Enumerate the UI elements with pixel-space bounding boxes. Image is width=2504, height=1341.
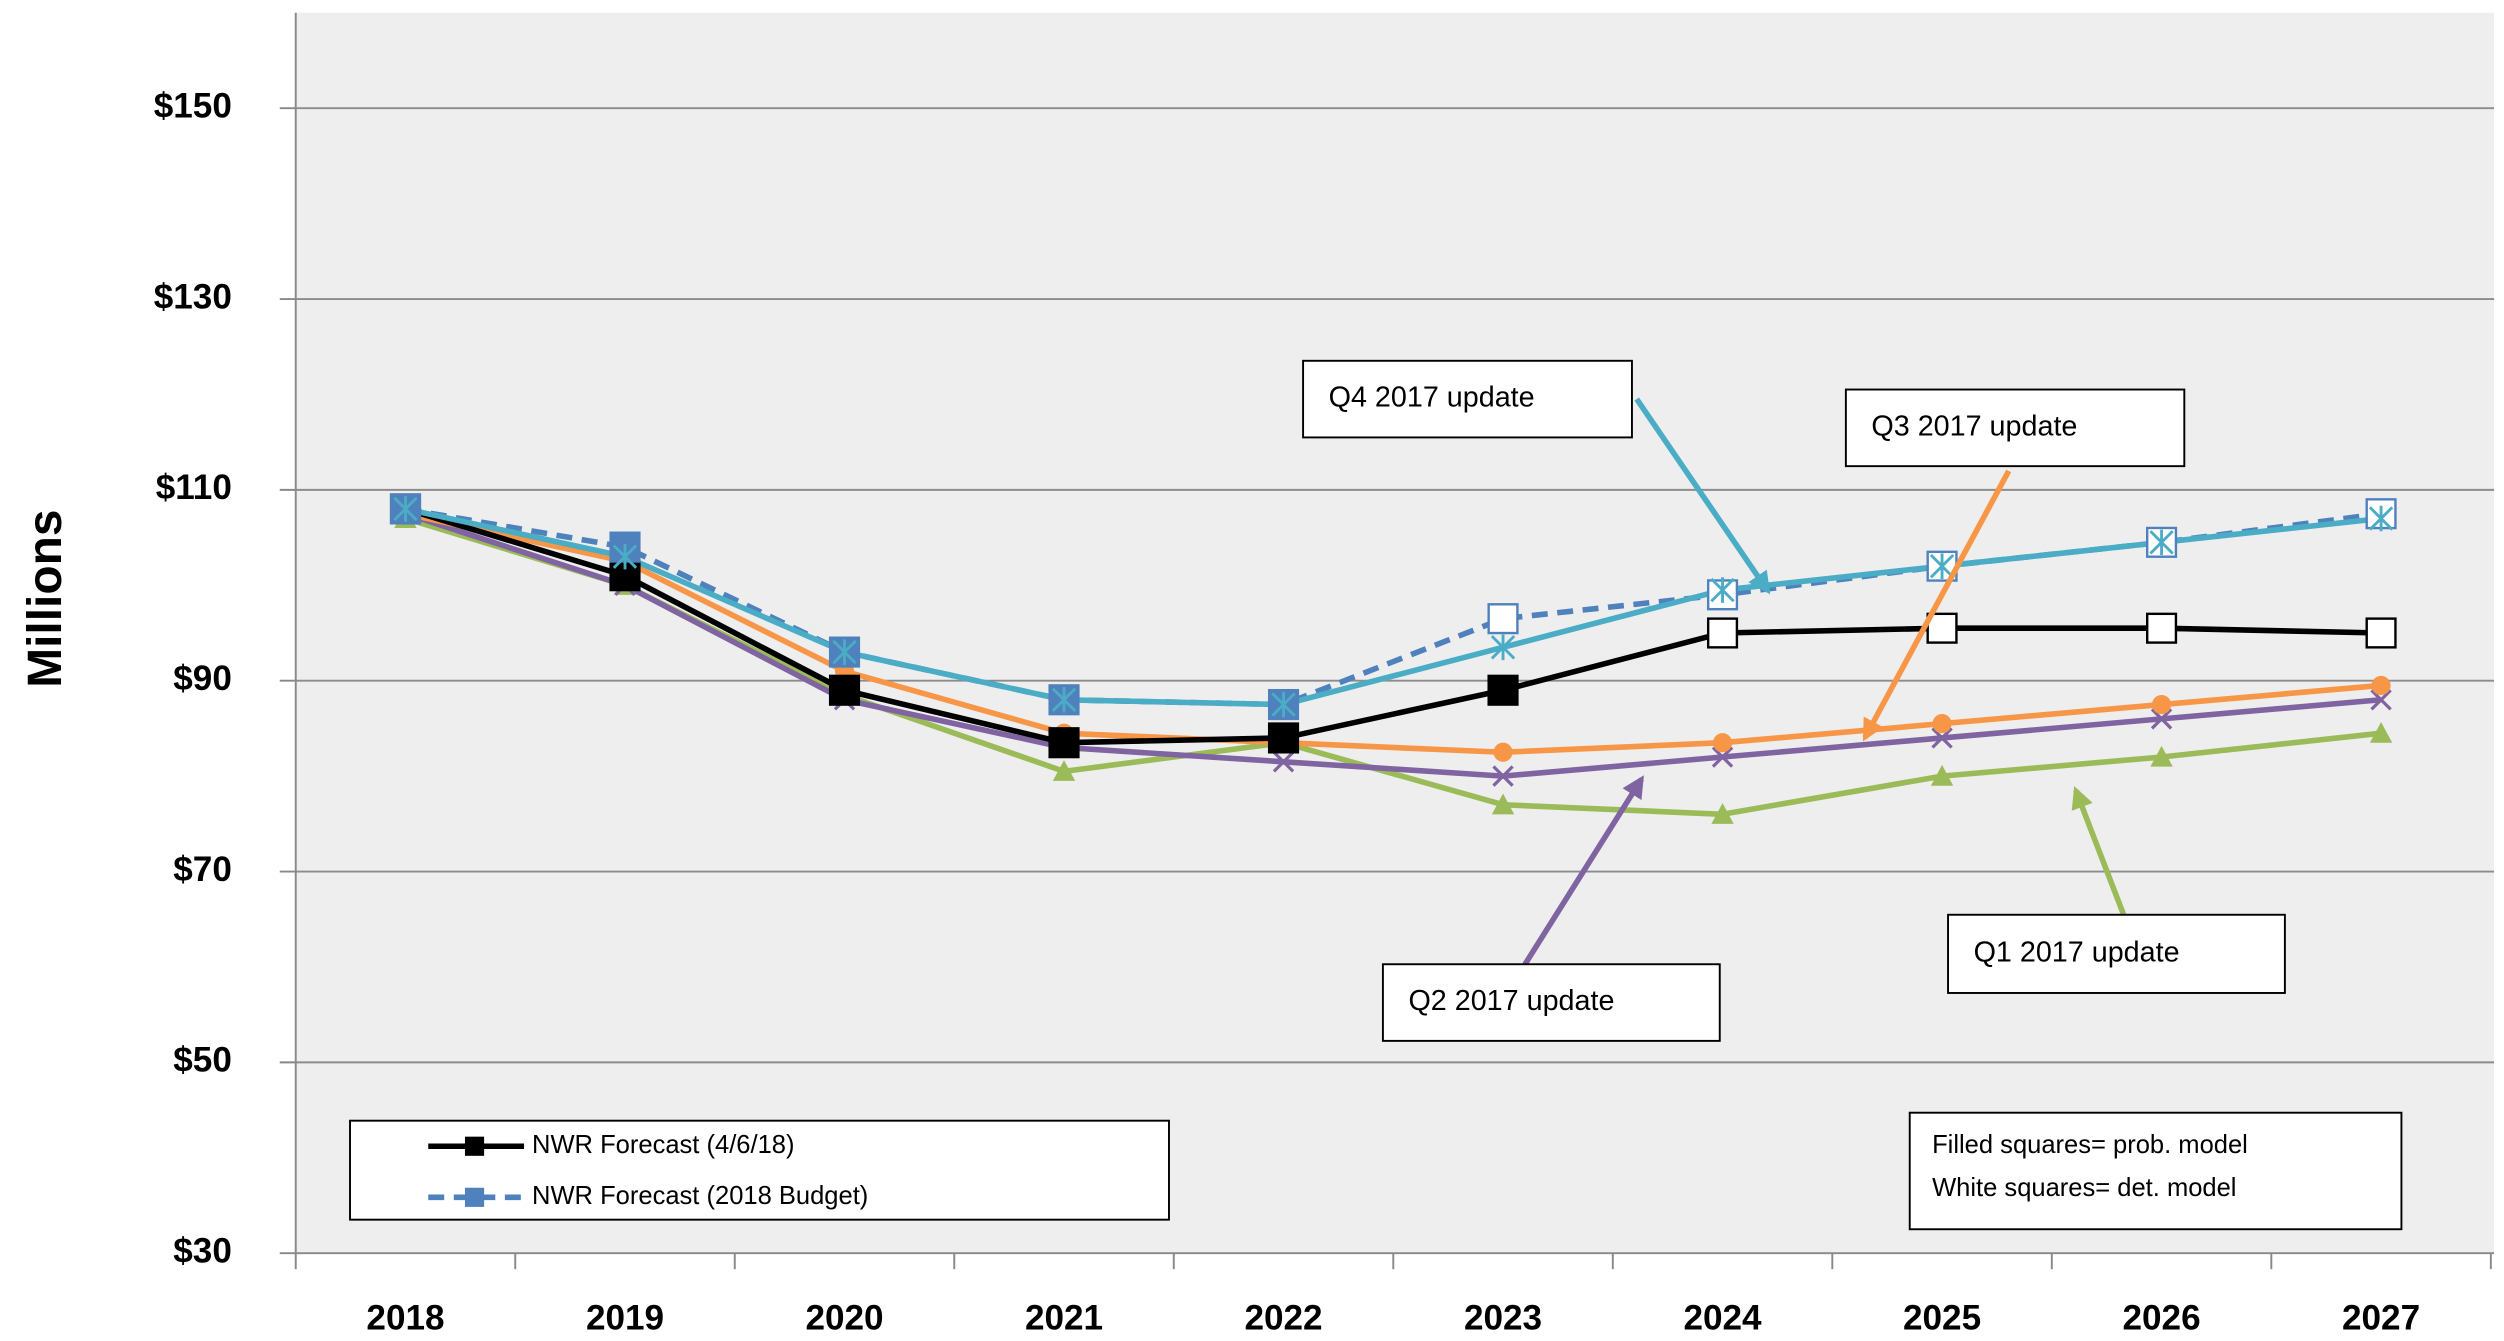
marker	[393, 496, 418, 522]
callout-label: Q1 2017 update	[1974, 936, 2180, 968]
callout-label: Q3 2017 update	[1871, 410, 2077, 442]
marker	[1271, 691, 1296, 718]
marker	[2365, 617, 2397, 649]
x-tick-label: 2022	[1244, 1299, 1322, 1338]
marker	[2371, 675, 2391, 696]
marker	[612, 543, 638, 570]
x-tick-label: 2019	[586, 1299, 664, 1338]
marker	[1929, 553, 1955, 579]
x-tick-label: 2024	[1683, 1299, 1762, 1338]
plot-area	[295, 12, 2495, 1254]
marker	[1267, 722, 1300, 754]
marker	[1931, 727, 1953, 749]
legend-marker	[464, 1136, 485, 1156]
marker	[1487, 603, 1519, 635]
series-line	[404, 511, 2382, 779]
marker	[2150, 708, 2173, 730]
x-tick-label: 2025	[1903, 1299, 1981, 1338]
marker	[2151, 694, 2172, 715]
x-tick-label: 2027	[2342, 1299, 2420, 1338]
marker	[1711, 746, 1734, 768]
marker	[1487, 674, 1519, 706]
marker	[1932, 714, 1952, 734]
series-line	[404, 506, 2382, 708]
callout-box	[1302, 359, 1633, 439]
marker	[2368, 505, 2394, 532]
marker	[1711, 803, 1734, 824]
marker	[1051, 687, 1077, 713]
marker	[2370, 689, 2392, 711]
callout-box	[1381, 963, 1721, 1042]
marker	[1048, 727, 1080, 759]
callout-arrow	[2071, 786, 2127, 916]
callout-label: Q2 2017 update	[1408, 985, 1614, 1017]
legend-label: NWR Forecast (4/6/18)	[532, 1131, 794, 1159]
y-tick-label: $30	[173, 1231, 232, 1270]
marker	[1493, 742, 1513, 762]
callout-arrow	[1862, 469, 2012, 742]
marker	[1272, 751, 1295, 773]
note-text: White squares= det. model	[1932, 1174, 2236, 1202]
x-tick-label: 2021	[1025, 1299, 1103, 1338]
series-line	[404, 510, 2382, 756]
marker	[1490, 634, 1516, 661]
legend-box	[349, 1119, 1170, 1221]
marker	[2149, 529, 2174, 556]
y-tick-label: $130	[154, 277, 232, 316]
y-axis-label: Millions	[19, 510, 72, 688]
marker	[1710, 577, 1735, 603]
y-tick-label: $90	[173, 659, 232, 698]
marker	[1712, 733, 1733, 753]
marker	[1492, 765, 1514, 787]
marker	[1926, 612, 1958, 644]
callout-box	[1947, 913, 2286, 994]
marker	[1052, 760, 1076, 781]
callout-arrow	[1634, 397, 1771, 595]
y-tick-label: $50	[173, 1041, 232, 1080]
marker	[1491, 793, 1515, 815]
y-tick-label: $150	[154, 86, 232, 125]
y-tick-label: $110	[156, 468, 232, 507]
x-tick-label: 2018	[366, 1299, 444, 1338]
x-tick-label: 2026	[2123, 1299, 2201, 1338]
marker	[828, 674, 861, 706]
x-tick-label: 2020	[805, 1299, 883, 1338]
legend-label: NWR Forecast (2018 Budget)	[532, 1182, 868, 1210]
note-text: Filled squares= prob. model	[1932, 1131, 2248, 1159]
marker	[2150, 745, 2173, 767]
y-tick-label: $70	[173, 850, 232, 889]
legend-marker	[464, 1187, 485, 1207]
marker	[1930, 764, 1954, 786]
callout-arrow	[1522, 775, 1644, 966]
marker	[2146, 612, 2178, 644]
series-line	[404, 506, 2382, 746]
marker	[1706, 617, 1739, 649]
marker	[2369, 721, 2393, 743]
marker	[832, 639, 857, 665]
x-tick-label: 2023	[1464, 1299, 1542, 1338]
callout-box	[1844, 388, 2186, 468]
note-box	[1908, 1111, 2403, 1231]
callout-label: Q4 2017 update	[1329, 382, 1535, 414]
